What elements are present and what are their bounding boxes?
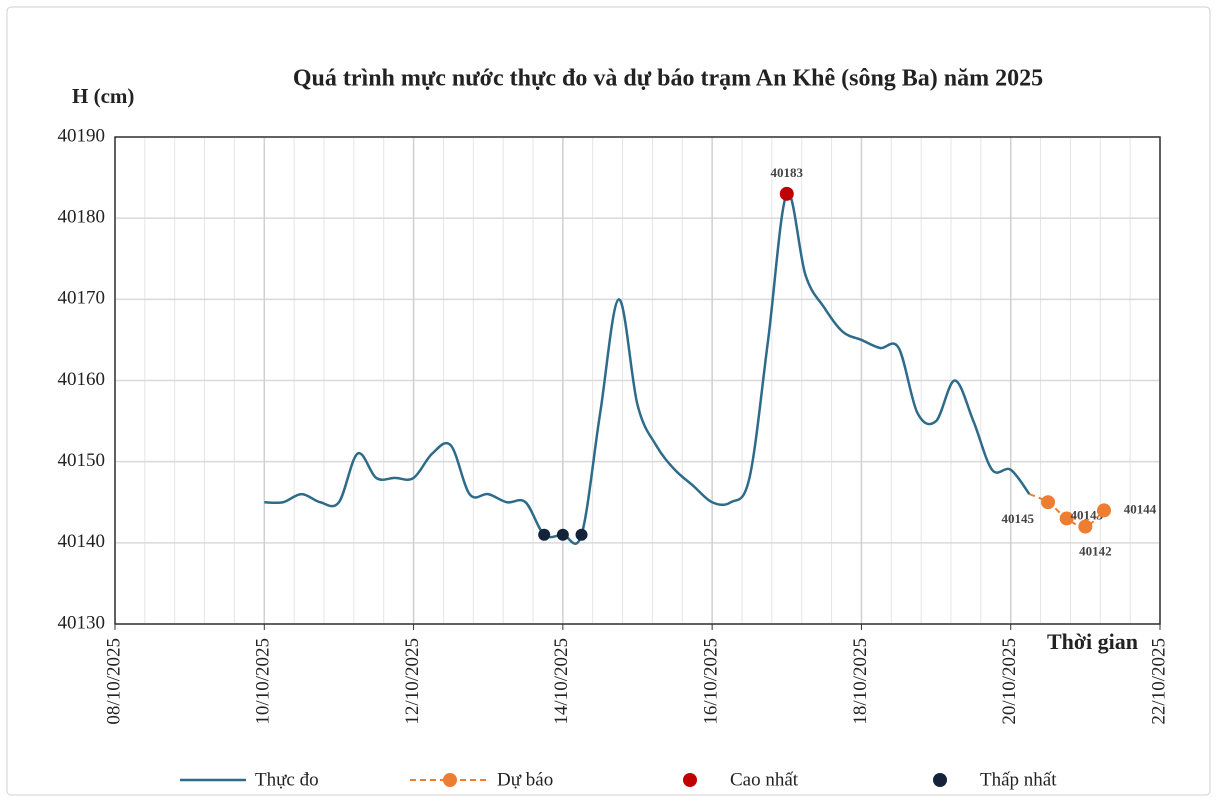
y-tick-label: 40170 bbox=[58, 288, 106, 309]
x-tick-label: 20/10/2025 bbox=[999, 638, 1020, 725]
marker-point bbox=[779, 186, 794, 201]
legend-label: Thấp nhất bbox=[980, 769, 1057, 790]
y-tick-label: 40190 bbox=[58, 125, 106, 146]
marker-point bbox=[538, 528, 551, 541]
marker-point bbox=[575, 528, 588, 541]
y-tick-label: 40160 bbox=[58, 369, 106, 390]
data-label: 40183 bbox=[771, 165, 804, 180]
data-label: 40143 bbox=[1070, 507, 1103, 522]
data-label: 40144 bbox=[1124, 501, 1157, 516]
chart-title: Quá trình mực nước thực đo và dự báo trạ… bbox=[293, 66, 1043, 92]
forecast-point bbox=[1097, 503, 1112, 518]
y-tick-label: 40180 bbox=[58, 207, 106, 228]
marker-point bbox=[556, 528, 569, 541]
forecast-point bbox=[1059, 511, 1074, 526]
legend-swatch bbox=[443, 773, 457, 787]
legend-swatch bbox=[933, 773, 947, 787]
data-label: 40142 bbox=[1079, 544, 1112, 559]
forecast-point bbox=[1078, 519, 1093, 534]
x-tick-label: 12/10/2025 bbox=[402, 638, 423, 725]
x-tick-label: 08/10/2025 bbox=[103, 638, 124, 725]
x-tick-label: 16/10/2025 bbox=[701, 638, 722, 725]
plot-border bbox=[114, 136, 1161, 625]
x-tick-label: 10/10/2025 bbox=[253, 638, 274, 725]
y-axis-label: H (cm) bbox=[72, 84, 134, 108]
data-label: 40145 bbox=[1002, 511, 1035, 526]
forecast-point bbox=[1041, 495, 1056, 510]
legend-label: Cao nhất bbox=[730, 769, 799, 790]
x-tick-label: 14/10/2025 bbox=[551, 638, 572, 725]
y-tick-label: 40130 bbox=[58, 612, 106, 633]
y-tick-label: 40150 bbox=[58, 450, 106, 471]
x-tick-label: 22/10/2025 bbox=[1148, 638, 1169, 725]
legend-label: Dự báo bbox=[497, 769, 553, 790]
y-tick-label: 40140 bbox=[58, 531, 106, 552]
legend-label: Thực đo bbox=[255, 769, 319, 790]
x-axis-label: Thời gian bbox=[1047, 629, 1138, 654]
x-tick-label: 18/10/2025 bbox=[850, 638, 871, 725]
legend-swatch bbox=[683, 773, 697, 787]
series-line bbox=[264, 191, 1031, 545]
frame bbox=[6, 6, 1211, 796]
